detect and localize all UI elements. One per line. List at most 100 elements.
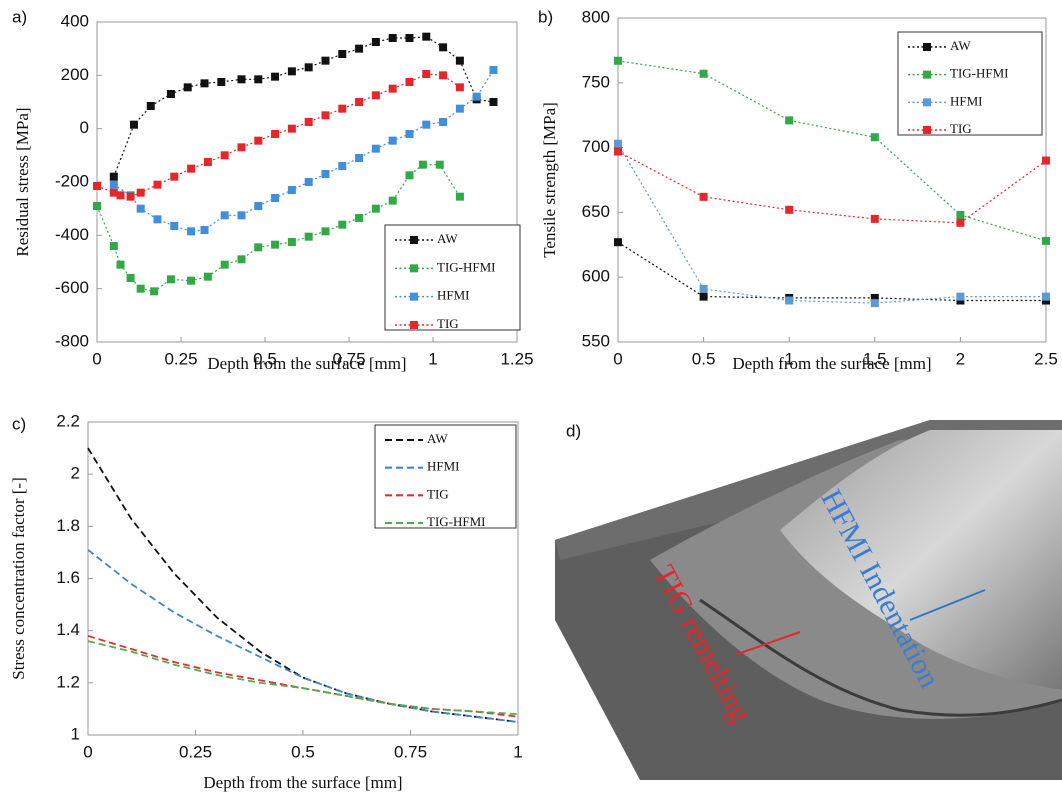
marker xyxy=(785,205,794,214)
marker xyxy=(166,90,175,98)
x-tick-label: 1.5 xyxy=(863,349,887,368)
legend-label: HFMI xyxy=(427,459,460,474)
marker xyxy=(388,84,397,93)
marker xyxy=(304,178,313,186)
marker xyxy=(237,75,246,84)
marker xyxy=(287,67,296,76)
marker xyxy=(422,32,431,41)
marker xyxy=(355,214,364,222)
marker xyxy=(956,218,965,227)
x-tick-label: 0 xyxy=(92,349,101,368)
marker xyxy=(136,284,145,293)
marker xyxy=(254,202,263,210)
marker xyxy=(187,276,196,285)
legend-marker xyxy=(410,236,418,244)
series-line xyxy=(87,549,519,723)
y-tick-label: 1 xyxy=(71,724,80,743)
legend-label: TIG xyxy=(950,121,972,136)
legend-label: AW xyxy=(427,431,448,446)
y-tick-label: 200 xyxy=(61,65,89,84)
y-tick-label: 1.2 xyxy=(56,672,80,691)
y-tick-label: 600 xyxy=(582,267,610,286)
marker xyxy=(699,192,708,201)
marker xyxy=(304,232,313,241)
marker xyxy=(254,243,263,252)
y-tick-label: 2.2 xyxy=(56,411,80,430)
y-tick-label: 2 xyxy=(71,464,80,483)
marker xyxy=(93,182,101,190)
marker xyxy=(170,172,179,181)
marker xyxy=(388,34,397,42)
marker xyxy=(237,255,246,264)
y-tick-label: 800 xyxy=(582,7,610,26)
legend-label: TIG xyxy=(437,316,459,331)
marker xyxy=(203,158,212,166)
marker xyxy=(109,242,118,250)
legend-marker xyxy=(923,70,931,79)
marker xyxy=(405,130,414,138)
marker xyxy=(109,172,118,181)
legend-label: HFMI xyxy=(950,93,983,108)
panel-label: b) xyxy=(538,7,553,26)
marker xyxy=(220,211,229,220)
x-tick-label: 0.25 xyxy=(164,349,197,368)
x-axis-label: Depth from the surface [mm] xyxy=(732,354,931,373)
y-tick-label: -200 xyxy=(55,171,89,190)
x-tick-label: 1 xyxy=(428,349,437,368)
marker xyxy=(304,63,313,72)
marker xyxy=(418,160,427,169)
marker xyxy=(422,70,431,78)
marker xyxy=(405,34,414,42)
marker xyxy=(93,202,101,210)
marker xyxy=(439,71,448,80)
y-tick-label: 650 xyxy=(582,202,610,221)
marker xyxy=(220,151,229,160)
marker xyxy=(371,204,380,213)
y-tick-label: 1.8 xyxy=(56,516,80,535)
marker xyxy=(435,160,444,169)
y-axis-label: Residual stress [MPa] xyxy=(13,107,32,256)
marker xyxy=(785,116,794,125)
x-tick-label: 0.75 xyxy=(394,742,427,761)
legend-marker xyxy=(923,98,931,107)
marker xyxy=(170,222,179,230)
marker xyxy=(388,196,397,205)
x-tick-label: 1.25 xyxy=(500,349,533,368)
marker xyxy=(455,83,464,92)
marker xyxy=(489,98,498,106)
marker xyxy=(254,136,263,145)
legend-label: HFMI xyxy=(437,288,470,303)
x-tick-label: 1 xyxy=(513,742,522,761)
legend-box xyxy=(897,31,1043,136)
marker xyxy=(203,272,212,281)
marker xyxy=(109,188,118,197)
marker xyxy=(321,111,330,120)
marker xyxy=(405,171,414,180)
marker xyxy=(422,120,431,129)
marker xyxy=(405,78,414,86)
marker xyxy=(146,102,155,110)
marker xyxy=(220,260,229,269)
marker xyxy=(153,180,162,189)
marker xyxy=(785,296,794,305)
marker xyxy=(116,191,125,200)
legend-label: TIG-HFMI xyxy=(950,66,1009,81)
marker xyxy=(287,186,296,194)
marker xyxy=(870,133,879,142)
marker xyxy=(371,91,380,100)
marker xyxy=(699,284,708,293)
x-axis-label: Depth from the surface [mm] xyxy=(203,773,402,792)
series-line xyxy=(617,241,1046,302)
series-line xyxy=(617,60,1047,242)
legend-marker xyxy=(923,126,931,134)
marker xyxy=(271,194,280,202)
series-line xyxy=(87,640,519,715)
marker xyxy=(271,130,280,138)
marker xyxy=(870,293,879,302)
marker xyxy=(271,240,280,249)
legend-marker xyxy=(410,292,418,301)
marker xyxy=(371,144,380,153)
legend-marker xyxy=(410,264,418,273)
series-line xyxy=(96,164,461,292)
